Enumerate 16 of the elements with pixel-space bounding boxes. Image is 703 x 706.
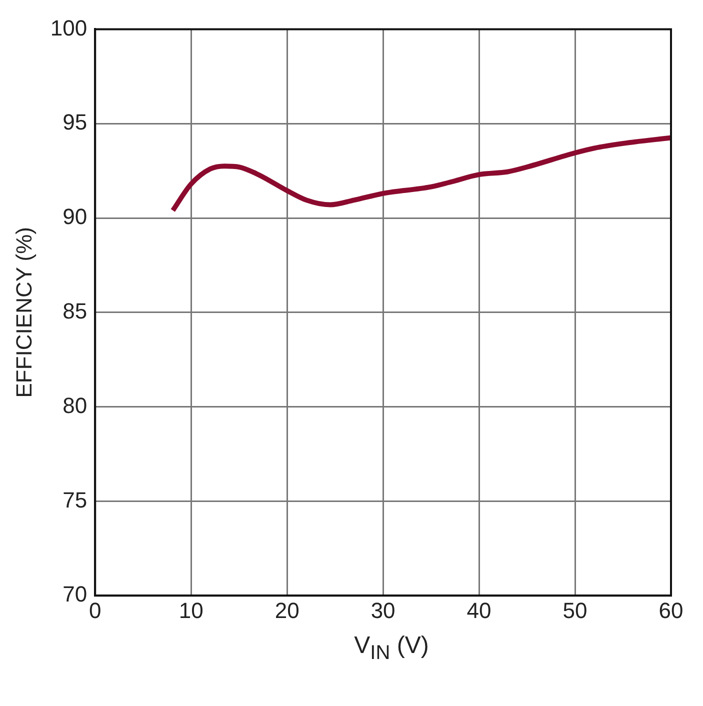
x-tick-label: 10 xyxy=(178,598,204,623)
x-tick-label: 20 xyxy=(274,598,300,623)
y-tick-label: 85 xyxy=(62,298,88,324)
x-axis-title: V$_{IN}$ (V) xyxy=(353,632,430,665)
y-tick-label: 75 xyxy=(62,487,88,512)
x-tick-label: 60 xyxy=(658,598,684,623)
y-axis-title: EFFICIENCY (%) xyxy=(11,227,36,398)
y-tick-label: 95 xyxy=(62,110,88,135)
x-tick-label: 50 xyxy=(562,598,588,623)
y-tick-label: 90 xyxy=(62,204,88,230)
y-tick-label: 100 xyxy=(50,15,88,40)
x-tick-label: 40 xyxy=(466,598,492,623)
y-tick-label: 70 xyxy=(62,582,88,607)
x-tick-label: 0 xyxy=(88,598,102,623)
x-tick-label: 30 xyxy=(370,598,396,623)
y-tick-label: 80 xyxy=(62,392,88,418)
